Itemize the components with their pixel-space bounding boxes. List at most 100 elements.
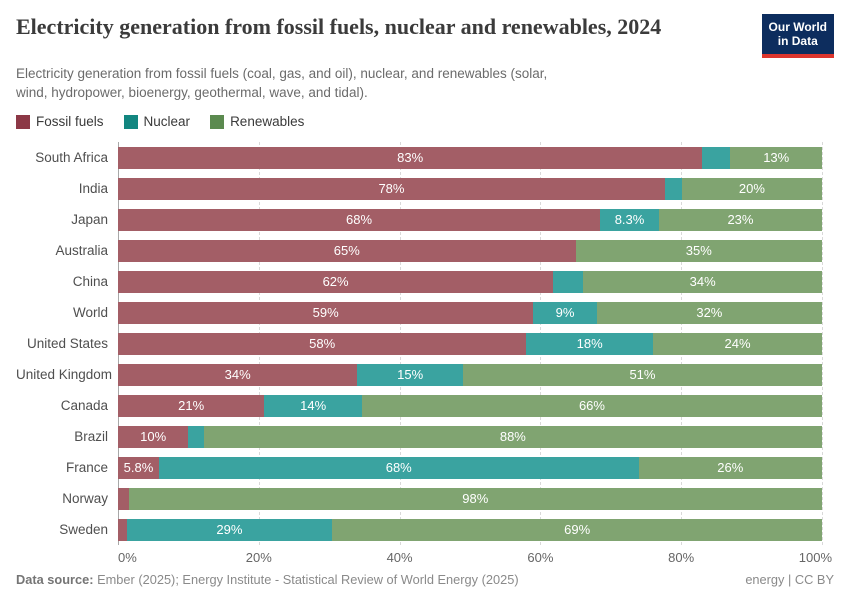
segment-renewables[interactable]: 32% xyxy=(596,301,822,324)
row-label: Brazil xyxy=(74,429,108,445)
segment-label: 21% xyxy=(178,398,205,414)
row-label: South Africa xyxy=(35,150,108,166)
chart-row: Brazil 10% 88% xyxy=(16,421,822,452)
segment-fossil-fuels[interactable]: 68% xyxy=(118,208,601,231)
segment-nuclear[interactable]: 68% xyxy=(158,456,639,479)
segment-label: 34% xyxy=(224,367,251,383)
segment-label: 8.3% xyxy=(614,212,645,228)
segment-renewables[interactable]: 66% xyxy=(361,394,822,417)
chart-row: India 78% 20% xyxy=(16,173,822,204)
segment-label: 66% xyxy=(578,398,605,414)
row-bars: 65% 35% xyxy=(118,239,822,262)
segment-label: 26% xyxy=(717,460,744,476)
row-bars: 83% 13% xyxy=(118,146,822,169)
legend-swatch xyxy=(123,114,138,129)
segment-renewables[interactable]: 23% xyxy=(658,208,822,231)
segment-renewables[interactable]: 88% xyxy=(203,425,822,448)
segment-fossil-fuels[interactable]: 10% xyxy=(118,425,189,448)
segment-fossil-fuels[interactable]: 83% xyxy=(118,146,703,169)
source-label: Data source: xyxy=(16,572,94,587)
row-bars: 98% xyxy=(118,487,822,510)
segment-renewables[interactable]: 34% xyxy=(583,270,822,293)
segment-fossil-fuels[interactable]: 21% xyxy=(118,394,265,417)
segment-renewables[interactable]: 24% xyxy=(653,332,822,355)
segment-label: 35% xyxy=(685,243,712,259)
x-tick: 80% xyxy=(668,550,695,566)
row-label: India xyxy=(78,181,108,197)
segment-label: 24% xyxy=(724,336,751,352)
legend-item-fossil-fuels[interactable]: Fossil fuels xyxy=(16,114,104,129)
row-label: Canada xyxy=(60,398,108,414)
segment-fossil-fuels[interactable]: 5.8% xyxy=(118,456,159,479)
owid-logo[interactable]: Our World in Data xyxy=(761,14,834,58)
segment-nuclear[interactable] xyxy=(188,425,204,448)
segment-fossil-fuels[interactable]: 62% xyxy=(118,270,554,293)
segment-nuclear[interactable]: 18% xyxy=(526,332,654,355)
row-label: Australia xyxy=(55,243,108,259)
segment-renewables[interactable]: 35% xyxy=(575,239,822,262)
x-tick: 60% xyxy=(527,550,554,566)
chart-row: Canada 21% 14% 66% xyxy=(16,390,822,421)
chart: South Africa 83% 13% India 78% 20% Japan 68% 8.3… xyxy=(16,142,832,567)
segment-nuclear[interactable]: 29% xyxy=(126,518,333,541)
segment-fossil-fuels[interactable]: 58% xyxy=(118,332,527,355)
legend-item-renewables[interactable]: Renewables xyxy=(210,114,304,129)
x-axis: 0% 20% 40% 60% 80% 100% xyxy=(118,545,832,567)
row-bars: 34% 15% 51% xyxy=(118,363,822,386)
segment-label: 14% xyxy=(300,398,327,414)
segment-nuclear[interactable] xyxy=(702,146,731,169)
segment-label: 23% xyxy=(727,212,754,228)
segment-renewables[interactable]: 69% xyxy=(332,518,822,541)
segment-label: 51% xyxy=(629,367,656,383)
segment-label: 20% xyxy=(738,181,765,197)
legend-label: Nuclear xyxy=(143,114,191,130)
segment-label: 59% xyxy=(312,305,339,321)
segment-label: 9% xyxy=(555,305,575,321)
segment-label: 68% xyxy=(346,212,373,228)
row-label: World xyxy=(72,305,108,321)
row-label: Sweden xyxy=(59,522,108,538)
segment-nuclear[interactable] xyxy=(664,177,682,200)
segment-label: 58% xyxy=(309,336,336,352)
segment-renewables[interactable]: 51% xyxy=(462,363,822,386)
segment-fossil-fuels[interactable] xyxy=(118,487,129,510)
legend-item-nuclear[interactable]: Nuclear xyxy=(123,114,191,130)
segment-fossil-fuels[interactable]: 78% xyxy=(118,177,665,200)
legend-swatch xyxy=(16,114,30,129)
footer: Data source: Ember (2025); Energy Instit… xyxy=(16,572,834,587)
chart-rows: South Africa 83% 13% India 78% 20% Japan 68% 8.3… xyxy=(16,142,822,545)
chart-row: Japan 68% 8.3% 23% xyxy=(16,204,822,235)
segment-label: 13% xyxy=(763,150,790,166)
row-bars: 5.8% 68% 26% xyxy=(118,456,822,479)
segment-label: 18% xyxy=(576,336,603,352)
license-link[interactable]: energy | CC BY xyxy=(745,572,834,587)
chart-row: France 5.8% 68% 26% xyxy=(16,452,822,483)
x-tick: 20% xyxy=(245,550,272,566)
segment-renewables[interactable]: 98% xyxy=(128,487,822,510)
segment-label: 32% xyxy=(696,305,723,321)
segment-nuclear[interactable]: 8.3% xyxy=(600,208,659,231)
chart-row: Australia 65% 35% xyxy=(16,235,822,266)
row-bars: 59% 9% 32% xyxy=(118,301,822,324)
segment-renewables[interactable]: 26% xyxy=(638,456,822,479)
segment-label: 15% xyxy=(397,367,424,383)
segment-fossil-fuels[interactable]: 65% xyxy=(118,239,576,262)
row-bars: 10% 88% xyxy=(118,425,822,448)
segment-renewables[interactable]: 13% xyxy=(730,146,822,169)
segment-fossil-fuels[interactable]: 59% xyxy=(118,301,534,324)
segment-nuclear[interactable]: 15% xyxy=(357,363,463,386)
row-bars: 62% 34% xyxy=(118,270,822,293)
segment-nuclear[interactable]: 14% xyxy=(264,394,362,417)
segment-renewables[interactable]: 20% xyxy=(681,177,822,200)
segment-nuclear[interactable]: 9% xyxy=(533,301,597,324)
row-bars: 21% 14% 66% xyxy=(118,394,822,417)
chart-row: Norway 98% xyxy=(16,483,822,514)
subtitle: Electricity generation from fossil fuels… xyxy=(16,65,548,100)
segment-nuclear[interactable] xyxy=(553,270,584,293)
segment-fossil-fuels[interactable]: 34% xyxy=(118,363,358,386)
row-label: United Kingdom xyxy=(16,367,113,383)
row-label: United States xyxy=(26,336,108,352)
segment-fossil-fuels[interactable] xyxy=(118,518,127,541)
row-label: Norway xyxy=(62,491,108,507)
page-title: Electricity generation from fossil fuels… xyxy=(16,14,662,39)
